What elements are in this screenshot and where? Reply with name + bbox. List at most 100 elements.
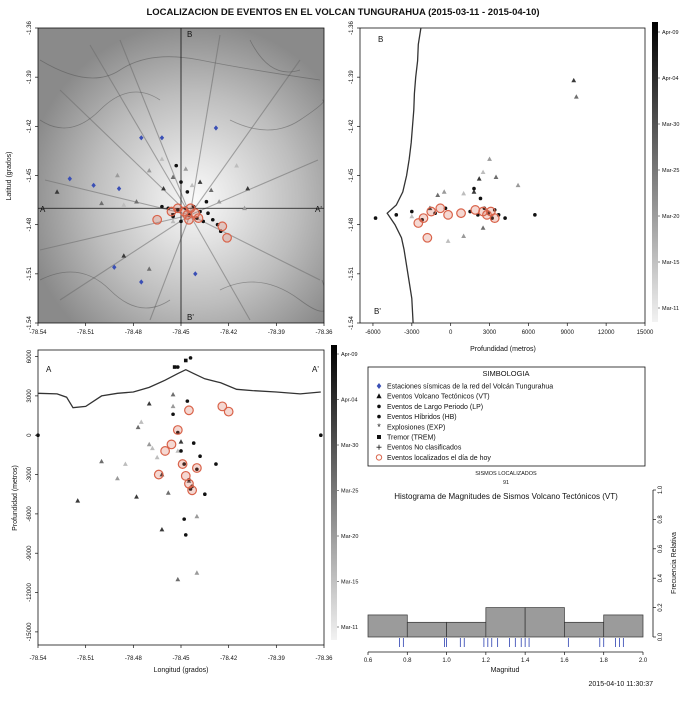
map-station [112,264,117,270]
histogram-y-tick-label: 1.0 [658,485,664,494]
section-a-y-tick-label: -9000 [27,545,33,561]
legend-triangle-icon [376,393,382,399]
section-b-vt-event [480,169,486,175]
histogram-x-ticks: 0.6 0.8 1.0 1.2 1.4 1.6 1.8 2.0 [364,652,648,664]
colorbar-label: Mar-25 [341,489,358,495]
section-a-vt-event [194,513,200,519]
section-a-today-event [166,439,177,450]
section-b-y-tick-label: -1.39 [349,70,355,84]
map-station [91,182,96,188]
map-today-event [152,214,163,225]
figure-title: LOCALIZACION DE EVENTOS EN EL VOLCAN TUN… [146,7,539,18]
histogram-bar [485,607,526,638]
map-today-event [193,213,204,224]
histogram-y-label: Frecuencia Relativa [671,532,678,594]
legend-item-label: Eventos Volcano Tectónicos (VT) [387,394,490,401]
colorbar-label: Apr-09 [662,30,679,36]
section-b-lp-event [394,213,399,217]
map-vt-event [242,205,247,211]
histogram-bar [367,614,408,638]
section-b-y-tick-label: -1.54 [349,316,355,330]
map-vt-event [208,187,214,193]
map-y-axis: -1.36 -1.39 -1.42 -1.45 -1.48 -1.51 -1.54 [27,21,38,330]
histogram-x-tick-label: 0.8 [403,658,412,664]
section-a-vt-event [75,498,81,503]
section-b-label-top: B [378,35,383,44]
map-x-tick-label: -78.39 [268,330,286,336]
histogram-x-label: Magnitud [491,667,520,674]
histogram-rug [399,638,624,647]
map-vt-event [159,156,165,161]
map-today-event [190,208,201,219]
histogram-bars [367,607,644,638]
count-value: 91 [503,480,509,486]
section-a-vt-event [170,403,176,409]
section-a-x-tick-label: -78.45 [172,656,190,662]
section-b-vt-event [515,182,521,188]
section-a-lp-event [188,356,193,360]
colorbar-label: Mar-15 [341,580,358,586]
section-a-vt-event [134,494,139,499]
section-b-x-tick-label: -6000 [365,330,381,336]
map-vt-event [115,172,120,178]
section-a-today-event [177,459,188,469]
map-label-b: B [187,30,192,39]
section-a-vt-event [178,439,184,444]
map-lp-event [204,199,209,204]
section-b-x-tick-label: 6000 [522,330,536,336]
section-a-y-tick-label: -3000 [27,466,33,482]
map-x-tick-label: -78.45 [172,330,190,336]
map-vt-event [146,266,152,271]
histogram-y-tick-label: 0.8 [658,515,664,524]
section-a-lp-event [198,454,202,459]
section-a-vt-event [175,448,181,453]
map-x-tick-label: -78.36 [315,330,333,336]
section-a-vt-event [165,490,171,495]
section-a-today-event [187,485,198,496]
legend-item: Tremor (TREM) [377,435,436,442]
section-b-y-tick-label: -1.51 [349,266,355,280]
section-a-vt-event [150,445,155,451]
map-station [159,135,165,141]
map-label-b-prime: B' [187,313,194,322]
map-vt-event [170,174,176,179]
section-a-vt-event [138,419,144,424]
map-vt-event [189,182,195,188]
map-x-tick-label: -78.42 [220,330,238,336]
section-b-today-event [443,209,453,220]
section-a-x-tick-label: -78.51 [77,656,95,662]
legend-item: Eventos localizados el día de hoy [375,454,491,462]
section-b-lp-event [533,213,537,217]
section-b-label-bottom: B' [374,307,381,316]
map-lp-event [185,190,190,194]
map-x-tick-label: -78.48 [125,330,143,336]
section-a-vt-event [154,454,160,460]
histogram-title: Histograma de Magnitudes de Sismos Volca… [394,492,618,501]
section-a-today-event [191,463,202,473]
section-b-vt-event [493,174,499,179]
section-b-vt-event [435,192,441,197]
section-a-y-tick-label: 3000 [27,389,33,403]
legend-diamond-icon [376,383,382,389]
legend-item: Eventos Volcano Tectónicos (VT) [376,393,490,401]
section-b-vt-event [480,225,486,230]
legend-item-label: Eventos No clasificados [387,445,462,452]
map-panel: -78.54 -78.51 -78.48 -78.45 -78.42 -78.39 -78.… [6,21,333,336]
histogram-y-ticks: 0.0 0.2 0.4 0.6 0.8 1.0 [653,485,664,641]
map-vt-event [121,202,127,207]
section-a-lp-event [214,462,218,466]
section-a-vt-event [122,461,128,466]
section-a-frame [37,349,325,646]
colorbar-label: Mar-25 [662,168,679,174]
section-a-x-label: Longitud (grados) [154,667,209,674]
histogram-x-tick-label: 1.6 [560,658,569,664]
map-vt-event [170,218,176,224]
section-a-panel: -78.54 -78.51 -78.48 -78.45 -78.42 -78.39 -78.… [12,345,358,674]
legend-ring-icon [375,454,383,461]
legend-title: SIMBOLOGIA [482,369,529,378]
section-a-today-event [160,446,171,456]
map-vt-event [245,186,251,191]
section-a-lp-event [176,430,180,435]
section-a-lp-event [182,462,186,466]
legend: SIMBOLOGIA Estaciones sísmicas de la red… [367,366,646,467]
